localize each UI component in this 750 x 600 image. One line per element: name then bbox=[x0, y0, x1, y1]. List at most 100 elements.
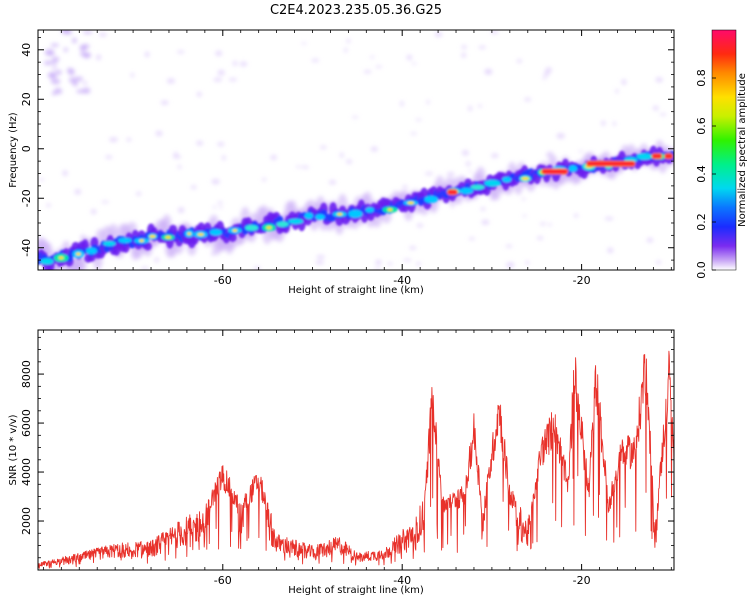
heatmap-speckle bbox=[556, 133, 565, 139]
heatmap-speckle bbox=[655, 77, 663, 83]
heatmap-speckle bbox=[176, 50, 185, 54]
heatmap-speckle bbox=[217, 201, 223, 205]
heatmap-speckle bbox=[105, 155, 113, 159]
heatmap-peak bbox=[102, 240, 116, 247]
heatmap-speckle bbox=[101, 200, 110, 204]
heatmap-peak bbox=[139, 239, 144, 243]
heatmap-peak bbox=[424, 195, 438, 204]
heatmap-speckle bbox=[539, 222, 547, 226]
heatmap-speckle bbox=[375, 259, 382, 266]
heatmap-speckle bbox=[261, 178, 267, 182]
heatmap-peak bbox=[75, 252, 81, 256]
heatmap-speckle bbox=[521, 197, 526, 201]
heatmap-peak bbox=[209, 229, 222, 236]
snr-x-axis-label: Height of straight line (km) bbox=[288, 585, 424, 596]
colorbar-tick-label: 0.2 bbox=[695, 213, 708, 231]
heatmap-speckle bbox=[542, 76, 547, 80]
heatmap-peak bbox=[149, 234, 156, 238]
chart-title: C2E4.2023.235.05.36.G25 bbox=[270, 3, 442, 18]
y-tick-label: 4000 bbox=[20, 458, 33, 486]
heatmap-speckle bbox=[68, 68, 75, 76]
x-tick-label: -20 bbox=[573, 574, 591, 587]
heatmap-speckle bbox=[141, 266, 149, 270]
heatmap-speckle bbox=[311, 58, 320, 62]
heatmap-speckle bbox=[646, 237, 654, 243]
heatmap-speckle bbox=[160, 100, 169, 105]
heatmap-speckle bbox=[44, 49, 55, 56]
heatmap-speckle bbox=[83, 52, 91, 58]
heatmap-speckle bbox=[415, 118, 422, 121]
heatmap-speckle bbox=[253, 266, 261, 270]
heatmap-speckle bbox=[196, 91, 202, 97]
heatmap-speckle bbox=[339, 152, 344, 158]
heatmap-speckle bbox=[375, 65, 383, 69]
heatmap-speckle bbox=[315, 260, 325, 265]
heatmap-speckle bbox=[491, 153, 499, 159]
snr-plot-area bbox=[38, 330, 674, 570]
heatmap-speckle bbox=[82, 30, 93, 34]
heatmap-speckle bbox=[612, 121, 616, 126]
heatmap-peak bbox=[165, 235, 171, 239]
heatmap-speckle bbox=[410, 132, 418, 135]
heatmap-peak bbox=[304, 212, 314, 220]
y-tick-label: 40 bbox=[20, 43, 33, 57]
heatmap-speckle bbox=[524, 97, 532, 102]
heatmap-speckle bbox=[450, 205, 455, 209]
heatmap-speckle bbox=[346, 38, 351, 44]
heatmap-peak bbox=[40, 258, 54, 265]
heatmap-speckle bbox=[461, 45, 467, 50]
y-tick-label: -40 bbox=[20, 239, 33, 257]
heatmap-speckle bbox=[548, 223, 552, 227]
heatmap-speckle bbox=[212, 205, 217, 209]
heatmap-speckle bbox=[478, 45, 487, 50]
colorbar-tick-label: 0.4 bbox=[695, 165, 708, 183]
heatmap-speckle bbox=[166, 78, 176, 84]
heatmap-speckle bbox=[505, 244, 513, 248]
heatmap-speckle bbox=[468, 237, 476, 241]
spectrogram-x-axis-label: Height of straight line (km) bbox=[288, 285, 424, 296]
heatmap-speckle bbox=[543, 71, 550, 77]
heatmap-peak bbox=[85, 247, 98, 255]
heatmap-speckle bbox=[96, 54, 102, 61]
heatmap-speckle bbox=[373, 267, 382, 270]
heatmap-speckle bbox=[411, 62, 417, 65]
heatmap-peak bbox=[470, 184, 485, 190]
heatmap-speckle bbox=[477, 104, 483, 108]
heatmap-speckle bbox=[415, 262, 422, 266]
heatmap-speckle bbox=[409, 246, 417, 250]
heatmap-speckle bbox=[154, 257, 160, 263]
heatmap-speckle bbox=[434, 31, 443, 37]
heatmap-speckle bbox=[99, 32, 107, 37]
heatmap-speckle bbox=[126, 137, 132, 142]
y-tick-label: 2000 bbox=[20, 507, 33, 535]
colorbar: 0.0 0.2 0.4 0.6 0.8 Normalized spectral ampl… bbox=[695, 29, 748, 279]
x-tick-label: -20 bbox=[573, 274, 591, 287]
heatmap-peak-strong bbox=[448, 190, 457, 194]
colorbar-tick-label: 0.0 bbox=[695, 261, 708, 279]
heatmap-speckle bbox=[461, 150, 469, 156]
heatmap-speckle bbox=[50, 43, 60, 47]
x-tick-label: -60 bbox=[214, 274, 232, 287]
heatmap-speckle bbox=[402, 185, 408, 189]
heatmap-speckle bbox=[305, 166, 309, 169]
heatmap-peak bbox=[568, 165, 578, 172]
heatmap-speckle bbox=[270, 154, 277, 161]
snr-frame bbox=[37, 329, 675, 571]
heatmap-speckle bbox=[68, 77, 78, 83]
spectrogram-heatmap bbox=[38, 30, 674, 270]
heatmap-speckle bbox=[539, 182, 547, 187]
heatmap-speckle bbox=[346, 159, 353, 164]
heatmap-peak bbox=[276, 221, 289, 227]
heatmap-speckle bbox=[76, 89, 86, 94]
heatmap-speckle bbox=[461, 52, 467, 58]
heatmap-speckle bbox=[446, 171, 455, 177]
heatmap-speckle bbox=[344, 47, 348, 53]
heatmap-peak bbox=[197, 232, 205, 236]
heatmap-speckle bbox=[130, 72, 135, 78]
heatmap-peak bbox=[266, 226, 272, 230]
heatmap-speckle bbox=[39, 178, 45, 181]
heatmap-speckle bbox=[215, 50, 223, 57]
heatmap-speckle bbox=[481, 219, 490, 225]
heatmap-speckle bbox=[63, 47, 68, 52]
